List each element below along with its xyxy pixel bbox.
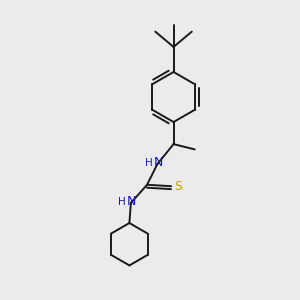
Text: S: S [174, 180, 182, 193]
Text: H: H [118, 197, 126, 207]
Text: H: H [145, 158, 152, 168]
Text: N: N [153, 157, 163, 169]
Text: N: N [127, 195, 136, 208]
